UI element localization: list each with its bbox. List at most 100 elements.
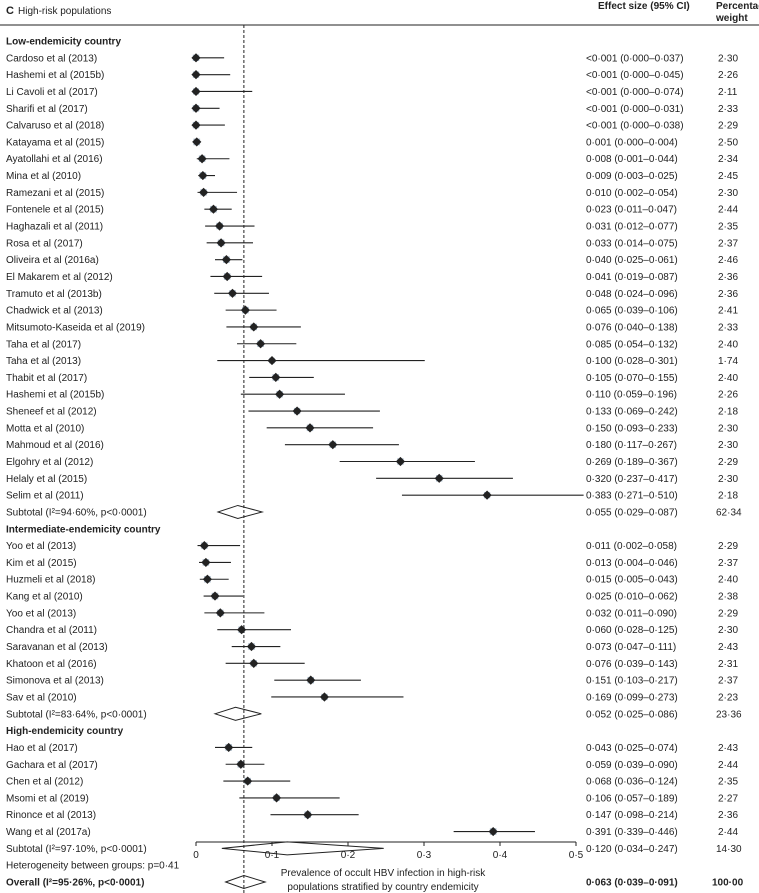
effect-size-text: 0·010 (0·002–0·054) bbox=[586, 188, 678, 199]
effect-size-text: 0·009 (0·003–0·025) bbox=[586, 171, 678, 182]
effect-size-text: 0·169 (0·099–0·273) bbox=[586, 692, 678, 703]
point-estimate-marker bbox=[216, 238, 226, 248]
effect-size-text: 0·068 (0·036–0·124) bbox=[586, 777, 678, 788]
effect-size-text: 0·033 (0·014–0·075) bbox=[586, 238, 678, 249]
point-estimate-marker bbox=[208, 204, 219, 214]
study-label: Saravanan et al (2013) bbox=[6, 642, 108, 653]
point-estimate-marker bbox=[214, 221, 225, 231]
weight-text: 2·30 bbox=[718, 474, 738, 485]
weight-text: 2·11 bbox=[718, 87, 738, 98]
effect-size-text: 0·043 (0·025–0·074) bbox=[586, 743, 678, 754]
effect-size-text: 0·040 (0·025–0·061) bbox=[586, 255, 678, 266]
effect-size-text: <0·001 (0·000–0·031) bbox=[586, 104, 684, 115]
effect-size-text: 0·105 (0·070–0·155) bbox=[586, 373, 678, 384]
subtotal-label: Subtotal (I²=94·60%, p<0·0001) bbox=[6, 507, 147, 518]
study-label: El Makarem et al (2012) bbox=[6, 272, 113, 283]
study-label: Helaly et al (2015) bbox=[6, 474, 87, 485]
weight-text: 2·31 bbox=[718, 659, 738, 670]
point-estimate-marker bbox=[319, 692, 330, 702]
weight-text: 2·44 bbox=[718, 205, 738, 216]
study-label: Haghazali et al (2011) bbox=[6, 222, 103, 233]
study-label: Rinonce et al (2013) bbox=[6, 810, 96, 821]
point-estimate-marker bbox=[215, 608, 225, 618]
study-label: Katayama et al (2015) bbox=[6, 137, 104, 148]
study-label: Thabit et al (2017) bbox=[6, 373, 87, 384]
weight-text: 2·35 bbox=[718, 222, 738, 233]
effect-size-text: 0·032 (0·011–0·090) bbox=[586, 608, 677, 619]
overall-label: Overall (I²=95·26%, p<0·0001) bbox=[6, 878, 144, 889]
point-estimate-marker bbox=[240, 305, 250, 315]
study-label: Taha et al (2017) bbox=[6, 339, 81, 350]
effect-size-text: 0·031 (0·012–0·077) bbox=[586, 222, 678, 233]
overall-effect-text: 0·063 (0·039–0·091) bbox=[586, 878, 678, 889]
study-label: Sharifi et al (2017) bbox=[6, 104, 88, 115]
effect-size-text: 0·015 (0·005–0·043) bbox=[586, 575, 678, 586]
study-label: Mitsumoto-Kaseida et al (2019) bbox=[6, 322, 145, 333]
effect-size-text: 0·100 (0·028–0·301) bbox=[586, 356, 678, 367]
study-label: Yoo et al (2013) bbox=[6, 608, 76, 619]
study-label: Simonova et al (2013) bbox=[6, 676, 104, 687]
effect-size-text: <0·001 (0·000–0·038) bbox=[586, 121, 684, 132]
effect-size-text: 0·076 (0·040–0·138) bbox=[586, 322, 678, 333]
point-estimate-marker bbox=[197, 154, 207, 164]
weight-text: 2·45 bbox=[718, 171, 738, 182]
x-tick-label: 0 bbox=[193, 850, 199, 861]
effect-size-text: 0·023 (0·011–0·047) bbox=[586, 205, 677, 216]
point-estimate-marker bbox=[191, 70, 201, 80]
point-estimate-marker bbox=[271, 793, 282, 803]
study-label: Hashemi et al (2015b) bbox=[6, 390, 104, 401]
subtotal-weight-text: 23·36 bbox=[716, 709, 742, 720]
weight-text: 2·29 bbox=[718, 608, 738, 619]
point-estimate-marker bbox=[227, 288, 238, 298]
weight-text: 2·35 bbox=[718, 777, 738, 788]
effect-size-text: 0·011 (0·002–0·058) bbox=[586, 541, 677, 552]
effect-size-text: 0·320 (0·237–0·417) bbox=[586, 474, 678, 485]
weight-text: 2·30 bbox=[718, 53, 738, 64]
panel-title: High-risk populations bbox=[18, 6, 111, 17]
weight-header-line1: Percentage bbox=[716, 1, 759, 12]
weight-text: 2·37 bbox=[718, 238, 738, 249]
weight-text: 1·74 bbox=[718, 356, 738, 367]
study-label: Chadwick et al (2013) bbox=[6, 306, 103, 317]
effect-size-text: <0·001 (0·000–0·045) bbox=[586, 70, 684, 81]
point-estimate-marker bbox=[246, 641, 257, 652]
study-label: Ayatollahi et al (2016) bbox=[6, 154, 103, 165]
study-label: Chen et al (2012) bbox=[6, 777, 83, 788]
subtotal-effect-text: 0·055 (0·029–0·087) bbox=[586, 507, 678, 518]
study-label: Mina et al (2010) bbox=[6, 171, 81, 182]
study-label: Kang et al (2010) bbox=[6, 592, 83, 603]
weight-text: 2·27 bbox=[718, 793, 738, 804]
group-header: Low-endemicity country bbox=[6, 37, 121, 48]
point-estimate-marker bbox=[306, 675, 316, 685]
weight-text: 2·30 bbox=[718, 440, 738, 451]
weight-text: 2·44 bbox=[718, 760, 738, 771]
point-estimate-marker bbox=[488, 826, 498, 837]
study-label: Mahmoud et al (2016) bbox=[6, 440, 104, 451]
weight-text: 2·41 bbox=[718, 306, 738, 317]
weight-text: 2·46 bbox=[718, 255, 738, 266]
group-header: Intermediate-endemicity country bbox=[6, 524, 161, 535]
study-label: Huzmeli et al (2018) bbox=[6, 575, 95, 586]
subtotal-label: Subtotal (I²=83·64%, p<0·0001) bbox=[6, 709, 147, 720]
point-estimate-marker bbox=[292, 406, 302, 416]
study-label: Khatoon et al (2016) bbox=[6, 659, 97, 670]
weight-text: 2·30 bbox=[718, 188, 738, 199]
point-estimate-marker bbox=[201, 557, 211, 568]
point-estimate-marker bbox=[236, 759, 246, 769]
weight-text: 2·33 bbox=[718, 104, 738, 115]
study-label: Cardoso et al (2013) bbox=[6, 53, 97, 64]
study-label: Calvaruso et al (2018) bbox=[6, 121, 104, 132]
weight-text: 2·18 bbox=[718, 491, 738, 502]
effect-size-text: 0·383 (0·271–0·510) bbox=[586, 491, 678, 502]
study-label: Hashemi et al (2015b) bbox=[6, 70, 104, 81]
subtotal-weight-text: 14·30 bbox=[716, 844, 742, 855]
x-tick-label: 0·5 bbox=[569, 850, 584, 861]
subtotal-diamond bbox=[221, 841, 384, 856]
effect-size-text: 0·269 (0·189–0·367) bbox=[586, 457, 678, 468]
point-estimate-marker bbox=[303, 810, 313, 820]
weight-header-line2: weight bbox=[715, 13, 748, 24]
study-label: Motta et al (2010) bbox=[6, 423, 84, 434]
study-label: Oliveira et al (2016a) bbox=[6, 255, 99, 266]
weight-text: 2·43 bbox=[718, 642, 738, 653]
point-estimate-marker bbox=[267, 355, 277, 366]
